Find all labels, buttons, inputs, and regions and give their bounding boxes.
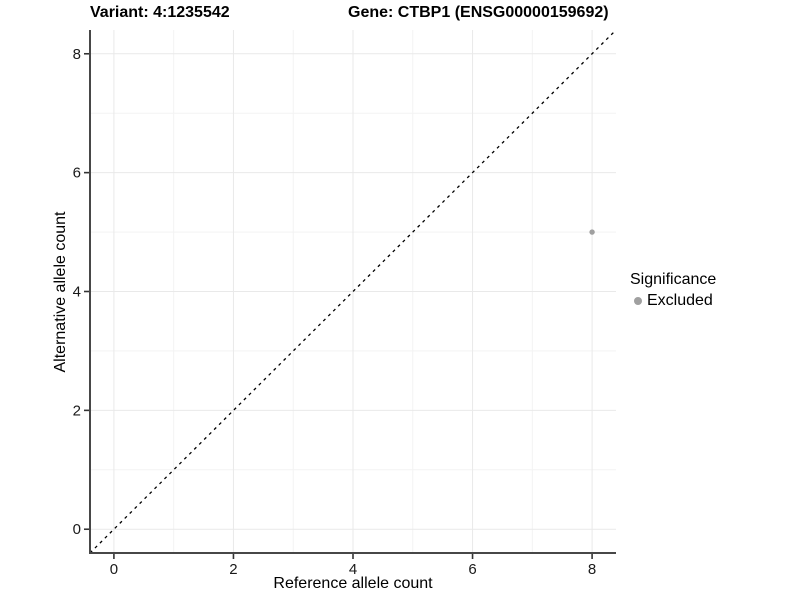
x-tick-label: 4 bbox=[349, 561, 357, 578]
x-axis-title: Reference allele count bbox=[273, 575, 433, 592]
y-tick-label: 6 bbox=[73, 165, 81, 182]
y-tick-label: 0 bbox=[73, 521, 81, 538]
plot-title-gene: Gene: CTBP1 (ENSG00000159692) bbox=[348, 4, 609, 21]
legend-title: Significance bbox=[630, 271, 717, 288]
plot-title-variant: Variant: 4:1235542 bbox=[90, 4, 230, 21]
legend-point-icon bbox=[634, 297, 642, 305]
legend-item-label: Excluded bbox=[647, 292, 713, 309]
identity-dashed-line bbox=[89, 29, 617, 554]
x-tick-label: 8 bbox=[588, 561, 596, 578]
y-axis-title: Alternative allele count bbox=[52, 211, 69, 373]
y-tick-label: 4 bbox=[73, 284, 81, 301]
legend: Significance Excluded bbox=[630, 271, 716, 310]
x-tick-label: 6 bbox=[468, 561, 476, 578]
y-tick-label: 2 bbox=[73, 402, 81, 419]
x-tick-label: 2 bbox=[229, 561, 237, 578]
y-tick-label: 8 bbox=[73, 46, 81, 63]
data-point-excluded bbox=[589, 229, 595, 235]
x-tick-label: 0 bbox=[110, 561, 118, 578]
legend-item-excluded: Excluded bbox=[630, 292, 716, 310]
